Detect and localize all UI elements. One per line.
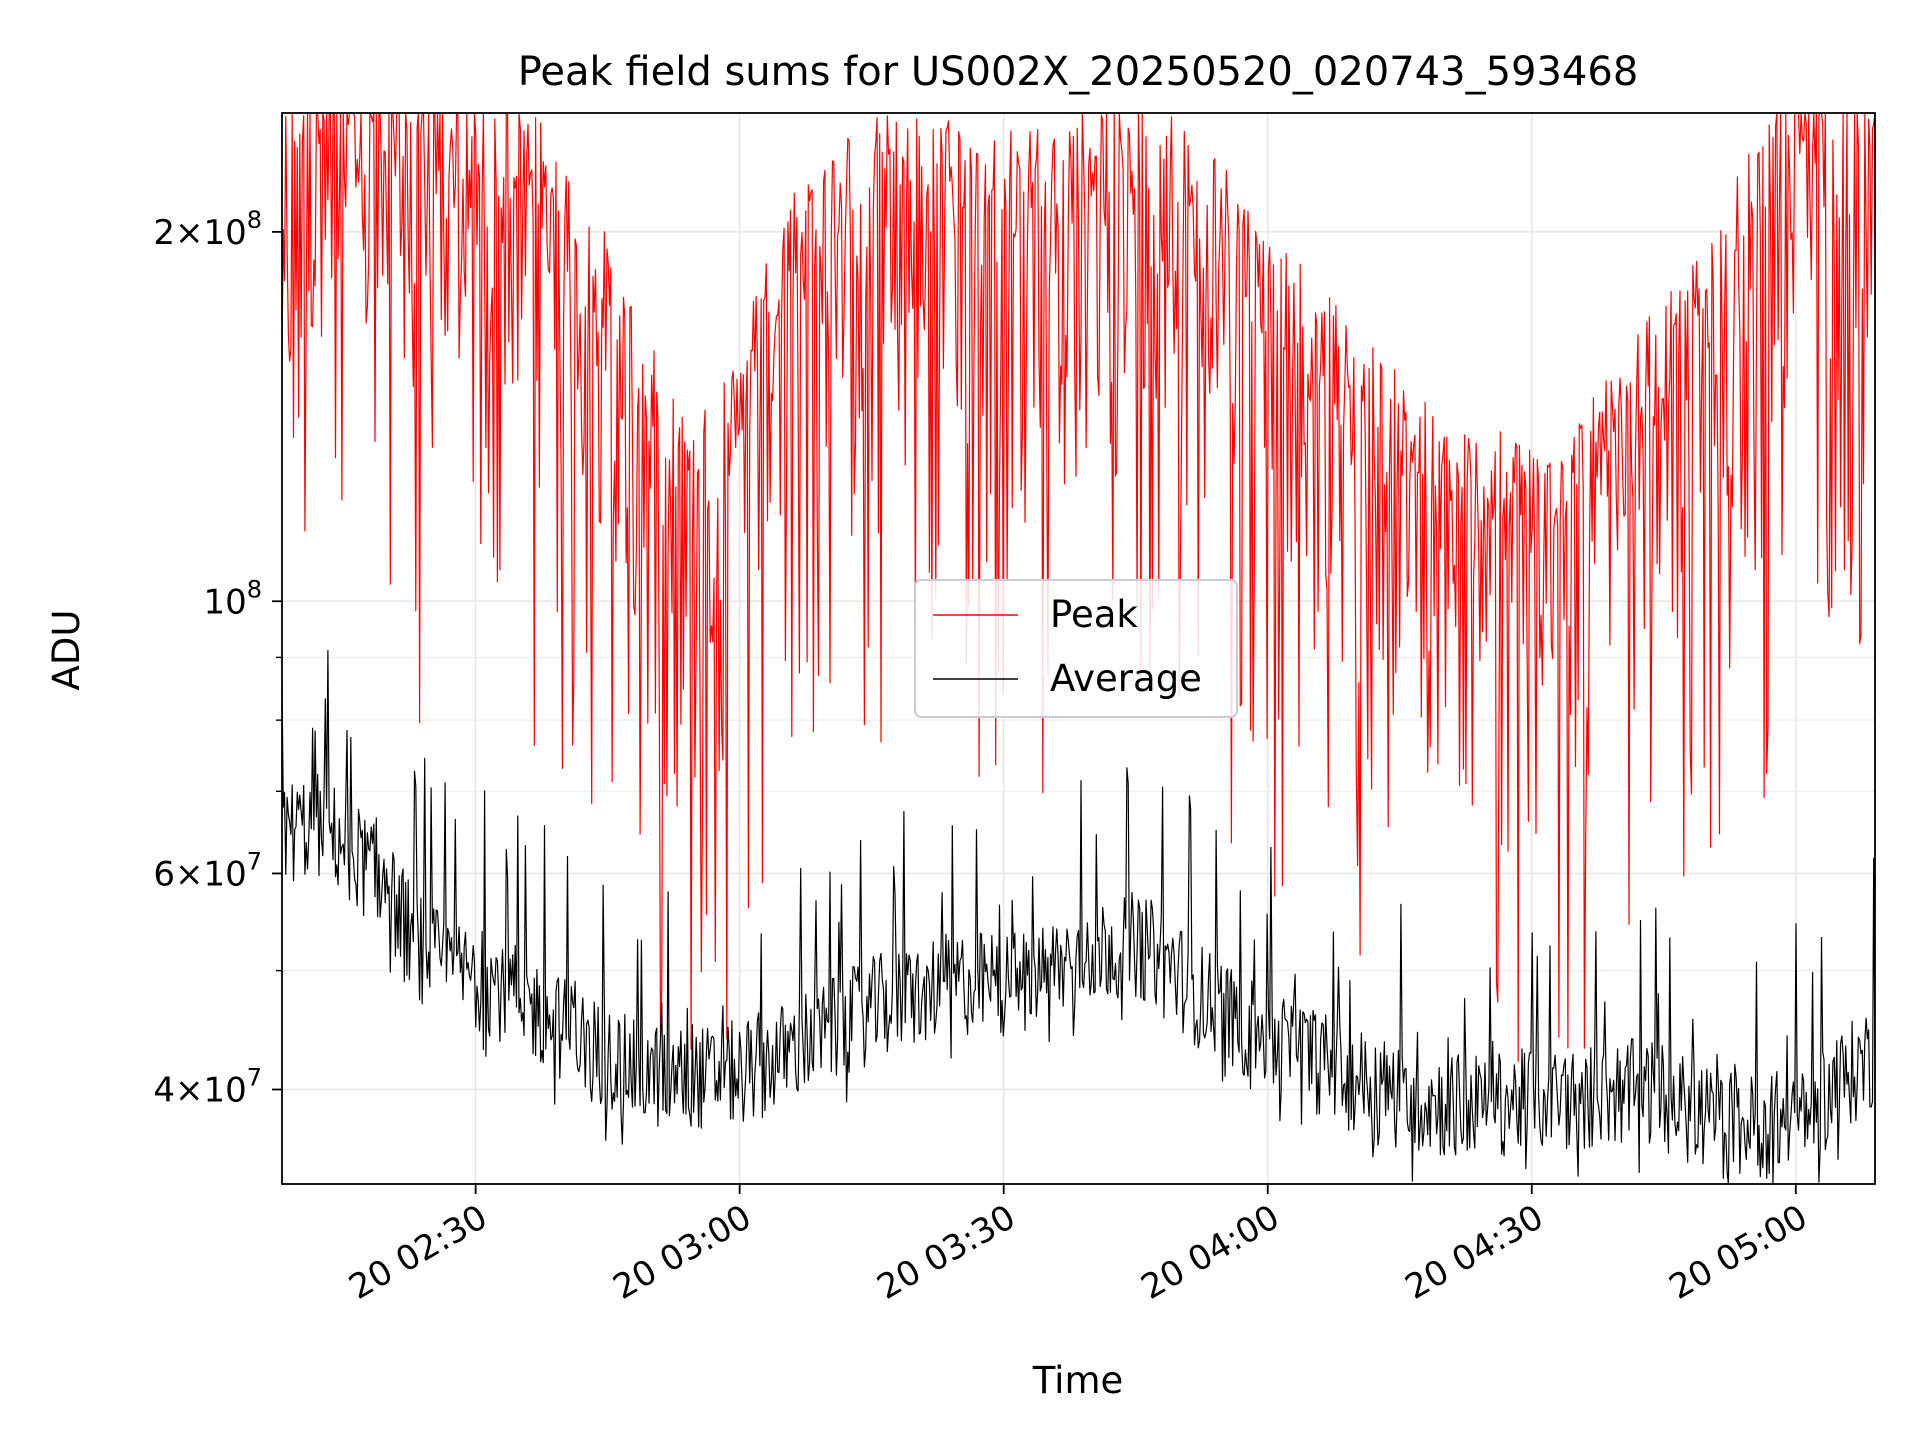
x-axis: 20 02:30 20 03:00 20 03:30 20 04:00 20 04:30… (342, 1184, 1814, 1308)
x-tick-label: 20 05:00 (1663, 1197, 1815, 1308)
y-tick-label: 6×107 (153, 847, 262, 894)
x-tick-label: 20 04:00 (1135, 1197, 1287, 1308)
x-tick-label: 20 03:30 (871, 1197, 1023, 1308)
y-axis: 4×107 6×107 108 2×108 (153, 206, 282, 1111)
series-line-average (281, 649, 1876, 1185)
y-tick-label: 108 (203, 575, 262, 622)
plot-frame (281, 112, 1876, 1185)
y-axis-label: ADU (45, 610, 88, 691)
x-axis-label: Time (1032, 1359, 1124, 1402)
y-tick-label: 4×107 (153, 1064, 262, 1111)
x-tick-label: 20 04:30 (1399, 1197, 1551, 1308)
legend-label-peak: Peak (1050, 593, 1138, 636)
x-tick-label: 20 02:30 (342, 1197, 494, 1308)
series-line-peak (281, 112, 1876, 1062)
legend-label-average: Average (1050, 657, 1202, 700)
y-tick-label: 2×108 (153, 206, 262, 253)
legend: Peak Average (914, 579, 1238, 718)
series-layer (281, 112, 1876, 1185)
x-tick-label: 20 03:00 (606, 1197, 758, 1308)
chart-title: Peak field sums for US002X_20250520_0207… (518, 49, 1639, 95)
